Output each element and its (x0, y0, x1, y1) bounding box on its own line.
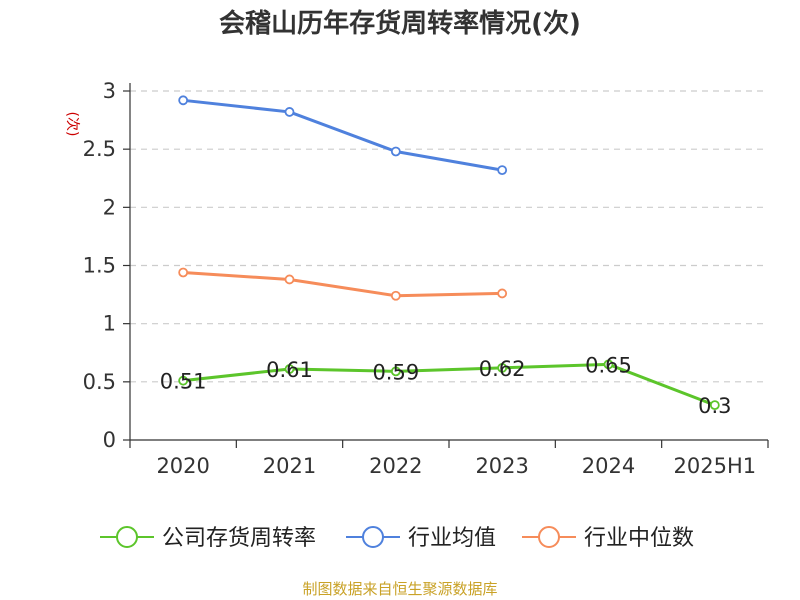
data-point (497, 165, 508, 176)
x-tick-label: 2021 (263, 454, 316, 478)
data-label: 0.51 (160, 370, 207, 394)
data-point (284, 364, 295, 374)
legend-label: 行业中位数 (584, 526, 694, 551)
series-line-0 (181, 362, 717, 407)
y-tick-label: 2 (103, 195, 116, 219)
series-line-2 (181, 270, 504, 298)
data-label: 0.65 (585, 353, 632, 377)
legend-marker (362, 526, 384, 548)
legend-item: 公司存货周转率 (100, 526, 316, 551)
data-point (284, 274, 295, 285)
data-point (390, 290, 401, 301)
data-point (284, 107, 295, 117)
x-tick-label: 2020 (156, 454, 209, 478)
y-tick-label: 3 (103, 79, 116, 103)
data-label: 0.59 (372, 360, 419, 384)
data-point (178, 375, 189, 386)
data-point (497, 362, 508, 373)
data-label: 0.62 (479, 357, 526, 381)
data-point (178, 267, 189, 278)
x-tick-label: 2022 (369, 454, 422, 478)
legend-label: 行业均值 (408, 526, 496, 551)
legend-item: 行业中位数 (522, 526, 694, 551)
data-label: 0.3 (698, 394, 731, 418)
legend-marker (538, 526, 560, 548)
data-point (497, 288, 508, 299)
y-axis-label: (次) (64, 112, 80, 137)
data-point (178, 95, 189, 106)
y-tick-label: 2.5 (83, 137, 116, 161)
legend-marker (116, 526, 138, 548)
series-line-1 (181, 98, 504, 172)
legend-label: 公司存货周转率 (162, 526, 316, 551)
y-tick-label: 0.5 (83, 370, 116, 394)
legend: 公司存货周转率 行业均值 行业中位数 (100, 526, 694, 551)
data-point (709, 400, 720, 411)
data-label: 0.61 (266, 358, 313, 382)
y-tick-label: 0 (103, 428, 116, 452)
x-tick-label: 2025H1 (674, 454, 757, 478)
y-tick-label: 1 (103, 312, 116, 336)
x-tick-label: 2024 (582, 454, 635, 478)
chart-title: 会稽山历年存货周转率情况(次) (219, 8, 581, 39)
data-label-layer: 0.51 0.61 0.59 0.62 0.65 0.3 (160, 353, 732, 418)
x-tick-label: 2023 (475, 454, 528, 478)
y-tick-label: 1.5 (83, 254, 116, 278)
grid-layer (130, 90, 768, 383)
source-note: 制图数据来自恒生聚源数据库 (302, 580, 497, 598)
data-point (603, 359, 614, 370)
data-point (390, 366, 401, 377)
series-layer (178, 95, 720, 411)
legend-item: 行业均值 (346, 526, 496, 551)
data-point (390, 146, 401, 157)
